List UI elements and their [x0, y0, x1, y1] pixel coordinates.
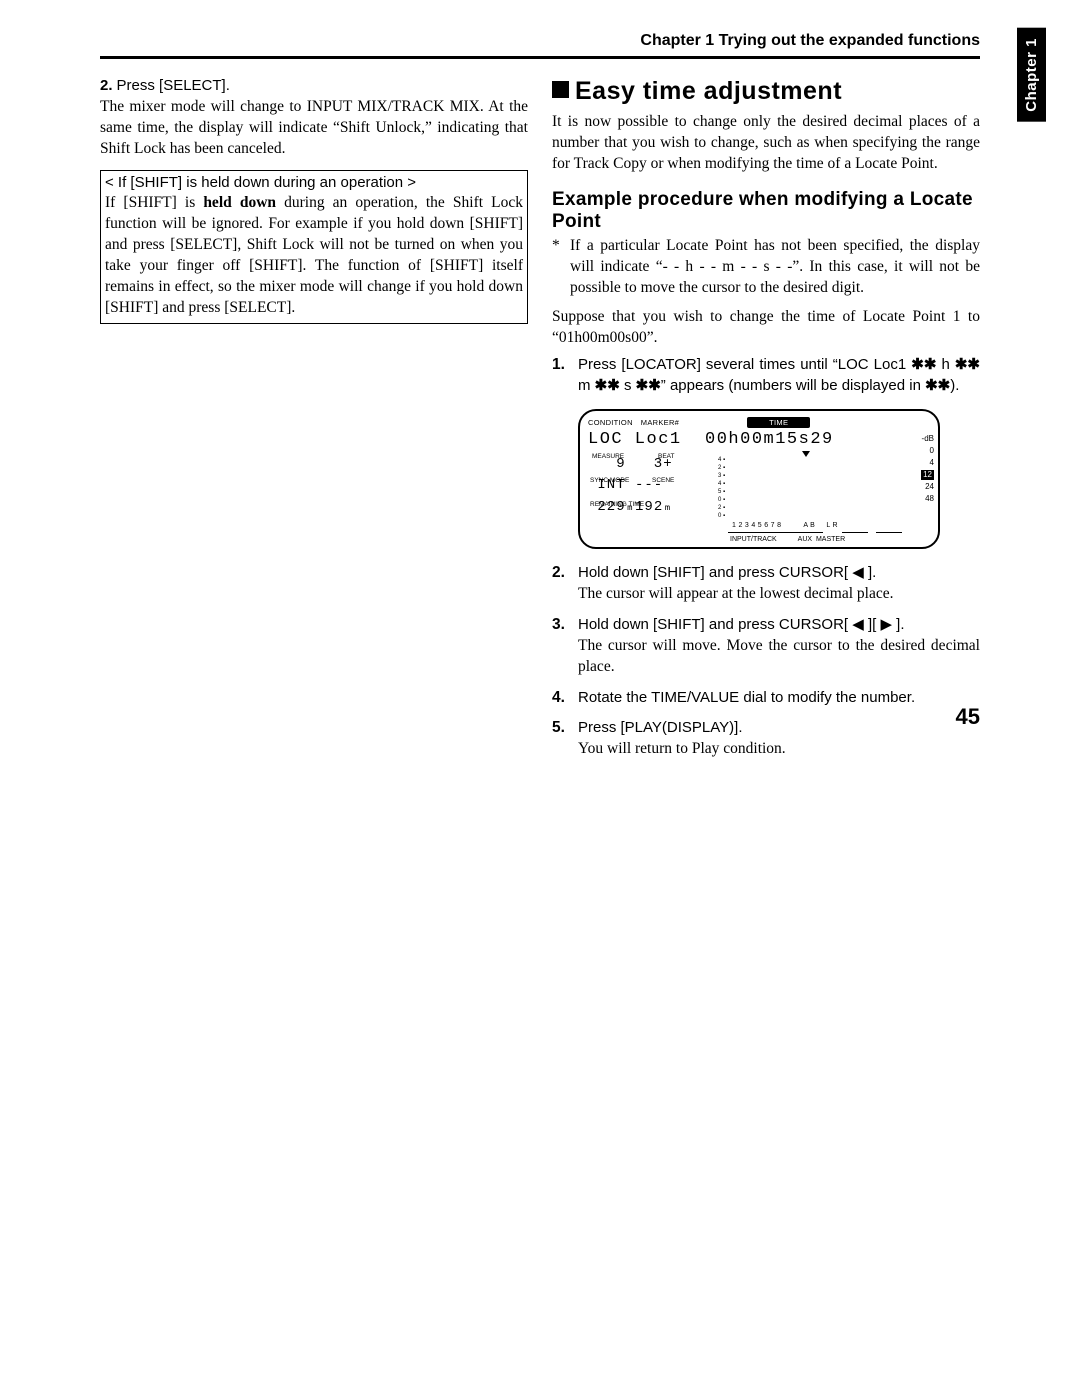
step-follow: The cursor will move. Move the cursor to…: [578, 637, 980, 675]
lcd-label-marker: MARKER#: [641, 418, 679, 427]
lcd-main-readout: LOC Loc1 00h00m15s29: [588, 430, 930, 449]
lcd-label-beat: BEAT: [658, 453, 675, 460]
step-instruction: Press [SELECT].: [117, 77, 230, 94]
step-lead: Hold down [SHIFT] and press CURSOR[ ◀ ][…: [578, 616, 905, 633]
step-number: 2.: [100, 77, 113, 94]
lcd-label-remaining: REMAINING TIME: [590, 501, 644, 508]
suppose-paragraph: Suppose that you wish to change the time…: [552, 307, 980, 349]
page-number: 45: [956, 704, 980, 730]
step-lead: Press [PLAY(DISPLAY)].: [578, 719, 743, 736]
left-column: 2. Press [SELECT]. The mixer mode will c…: [100, 77, 528, 770]
lcd-sync-scene: INT ---: [588, 478, 930, 493]
step-item: 4. Rotate the TIME/VALUE dial to modify …: [552, 688, 980, 709]
right-column: Easy time adjustment It is now possible …: [552, 77, 980, 770]
lcd-label-condition: CONDITION: [588, 418, 633, 427]
step-lead: Press [LOCATOR] several times until “LOC…: [578, 356, 980, 394]
heading-square-icon: [552, 81, 569, 98]
step-lead: Hold down [SHIFT] and press CURSOR[ ◀ ].: [578, 564, 876, 581]
subsection-heading: Example procedure when modifying a Locat…: [552, 189, 980, 233]
procedure-steps-cont: 2. Hold down [SHIFT] and press CURSOR[ ◀…: [552, 563, 980, 760]
step-lead: Rotate the TIME/VALUE dial to modify the…: [578, 689, 915, 706]
page-header: Chapter 1 Trying out the expanded functi…: [100, 32, 980, 59]
lcd-figure: CONDITION MARKER# TIME LOC Loc1 00h00m15…: [578, 409, 980, 549]
cursor-indicator-icon: [802, 451, 810, 457]
lcd-label-time: TIME: [747, 417, 810, 428]
note-box-title: < If [SHIFT] is held down during an oper…: [105, 173, 523, 193]
chapter-tab: Chapter 1: [1017, 28, 1046, 122]
step-item: 5. Press [PLAY(DISPLAY)]. You will retur…: [552, 718, 980, 760]
section-heading: Easy time adjustment: [552, 77, 980, 106]
step-follow: You will return to Play condition.: [578, 740, 786, 757]
step-item: 3. Hold down [SHIFT] and press CURSOR[ ◀…: [552, 615, 980, 678]
lcd-label-scene: SCENE: [652, 477, 674, 484]
step-follow: The cursor will appear at the lowest dec…: [578, 585, 893, 602]
lcd-meter-ticks: 4 ▪2 ▪3 ▪4 ▪5 ▪0 ▪2 ▪0 ▪: [718, 457, 725, 521]
lcd-db-scale: -dB 0 4 12 24 48: [921, 433, 934, 505]
note-box: < If [SHIFT] is held down during an oper…: [100, 170, 528, 324]
procedure-steps: 1. Press [LOCATOR] several times until “…: [552, 355, 980, 397]
lcd-label-sync: SYNC MODE: [590, 477, 629, 484]
lcd-label-measure: MEASURE: [592, 453, 624, 460]
body-paragraph: The mixer mode will change to INPUT MIX/…: [100, 97, 528, 160]
note-box-body: If [SHIFT] is held down during an operat…: [105, 194, 523, 316]
step-item: 2. Hold down [SHIFT] and press CURSOR[ ◀…: [552, 563, 980, 605]
asterisk-note: * If a particular Locate Point has not b…: [552, 236, 980, 299]
intro-paragraph: It is now possible to change only the de…: [552, 112, 980, 175]
lcd-section-labels: INPUT/TRACK AUX MASTER: [730, 536, 845, 543]
lcd-measure-beat: 9 3+: [588, 457, 930, 472]
step-item: 1. Press [LOCATOR] several times until “…: [552, 355, 980, 397]
lcd-track-numbers: 1 2 3 4 5 6 7 8 A B L R: [732, 522, 838, 529]
